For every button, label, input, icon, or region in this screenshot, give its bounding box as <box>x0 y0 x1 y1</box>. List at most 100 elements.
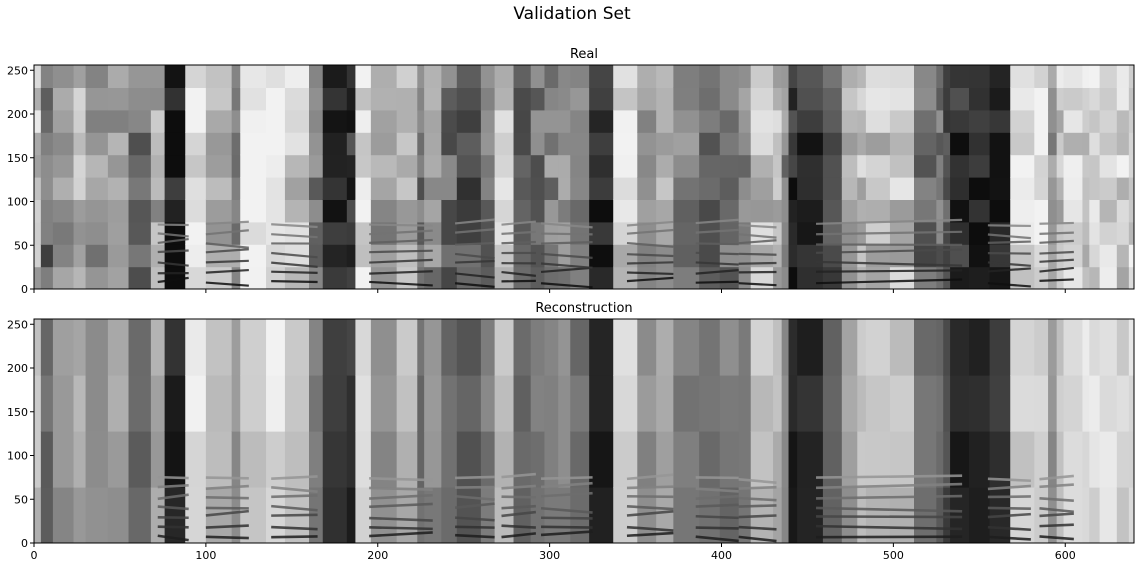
spectrogram-cell <box>513 319 532 376</box>
spectrogram-cell <box>750 266 774 289</box>
harmonic-line <box>157 276 189 284</box>
spectrogram-cell <box>544 375 559 432</box>
spectrogram-cell <box>185 87 207 111</box>
spectrogram-cell <box>231 132 241 156</box>
spectrogram-cell <box>797 199 824 223</box>
spectrogram-cell <box>494 319 515 376</box>
spectrogram-cell <box>943 65 951 88</box>
harmonic-line <box>738 496 777 502</box>
spectrogram-cell <box>396 431 418 488</box>
spectrogram-cell <box>1128 319 1134 376</box>
spectrogram-cell <box>355 221 372 245</box>
spectrogram-cell <box>40 154 54 178</box>
harmonic-line <box>455 259 495 264</box>
spectrogram-cell <box>613 132 638 156</box>
spectrogram-cell <box>719 199 740 223</box>
spectrogram-cell <box>936 65 944 88</box>
y-tick-label: 250 <box>7 318 28 331</box>
spectrogram-cell <box>1063 319 1084 376</box>
harmonic-line <box>738 252 777 256</box>
spectrogram-cell <box>943 375 951 432</box>
harmonic-line <box>271 280 318 284</box>
spectrogram-cell <box>1056 244 1065 268</box>
spectrogram-cell <box>699 109 721 133</box>
spectrogram-cell <box>309 65 324 88</box>
y-tick-label: 0 <box>21 537 28 550</box>
spectrogram-cell <box>1048 65 1058 88</box>
spectrogram-cell <box>1089 221 1101 245</box>
spectrogram-cell <box>284 221 310 245</box>
x-tick-label: 0 <box>31 549 38 562</box>
spectrogram-cell <box>1010 266 1035 289</box>
spectrogram-cell <box>1116 177 1130 200</box>
spectrogram-cell <box>1056 431 1065 488</box>
harmonic-line <box>501 484 536 490</box>
spectrogram-cell <box>637 177 657 200</box>
spectrogram-cell <box>936 199 944 223</box>
harmonic-line <box>987 267 1031 273</box>
spectrogram-cell <box>969 132 991 156</box>
harmonic-line <box>455 241 495 246</box>
spectrogram-cell <box>85 244 109 268</box>
spectrogram-cell <box>530 154 546 178</box>
spectrogram-cell <box>841 65 858 88</box>
spectrogram-cell <box>738 487 752 543</box>
spectrogram-cell <box>1116 221 1130 245</box>
spectrogram-cell <box>865 65 891 88</box>
spectrogram-cell <box>699 177 721 200</box>
spectrogram-cell <box>943 154 951 178</box>
spectrogram-cell <box>781 221 790 245</box>
spectrogram-cell <box>1099 431 1118 488</box>
spectrogram-cell <box>240 109 267 133</box>
reconstruction-panel-title: Reconstruction <box>535 301 633 316</box>
harmonic-line <box>540 241 593 245</box>
spectrogram-cell <box>424 132 442 156</box>
spectrogram-cell <box>513 431 532 488</box>
harmonic-line <box>626 253 674 258</box>
harmonic-line <box>455 533 495 539</box>
spectrogram-cell <box>1128 154 1134 178</box>
spectrogram-cell <box>788 266 798 289</box>
axes-frame <box>33 318 1135 544</box>
spectrogram-cell <box>738 244 752 268</box>
spectrogram-cell <box>857 132 867 156</box>
spectrogram-cell <box>570 177 590 200</box>
spectrogram-cell <box>231 221 241 245</box>
spectrogram-cell <box>936 375 944 432</box>
harmonic-line <box>816 260 963 267</box>
spectrogram-cell <box>417 487 425 543</box>
harmonic-line <box>987 282 1031 288</box>
spectrogram-cell <box>73 132 87 156</box>
spectrogram-cell <box>231 487 241 543</box>
spectrogram-cell <box>52 221 75 245</box>
spectrogram-cell <box>107 375 130 432</box>
spectrogram-cell <box>40 431 54 488</box>
spectrogram-cell <box>781 109 790 133</box>
spectrogram-cell <box>773 87 783 111</box>
spectrogram-cell <box>950 177 970 200</box>
spectrogram-cell <box>185 177 207 200</box>
spectrogram-cell <box>441 266 458 289</box>
spectrogram-cell <box>530 65 546 88</box>
spectrogram-cell <box>73 87 87 111</box>
spectrogram-cell <box>1048 319 1058 376</box>
harmonic-line <box>541 525 593 529</box>
spectrogram-cell <box>1128 266 1134 289</box>
spectrogram-cell <box>1089 65 1101 88</box>
spectrogram-cell <box>558 154 571 178</box>
harmonic-line <box>369 249 433 254</box>
spectrogram-cell <box>128 154 152 178</box>
spectrogram-cell <box>589 319 614 376</box>
spectrogram-cell <box>781 65 790 88</box>
spectrogram-cell <box>530 199 546 223</box>
harmonic-line <box>540 506 593 514</box>
spectrogram-cell <box>1099 319 1118 376</box>
y-tick-label: 200 <box>7 108 28 121</box>
spectrogram-cell <box>738 375 752 432</box>
spectrogram-cell <box>773 487 783 543</box>
spectrogram-cell <box>164 319 186 376</box>
spectrogram-cell <box>424 431 442 488</box>
harmonic-line <box>987 233 1031 240</box>
spectrogram-cell <box>396 65 418 88</box>
spectrogram-cell <box>1128 65 1134 88</box>
